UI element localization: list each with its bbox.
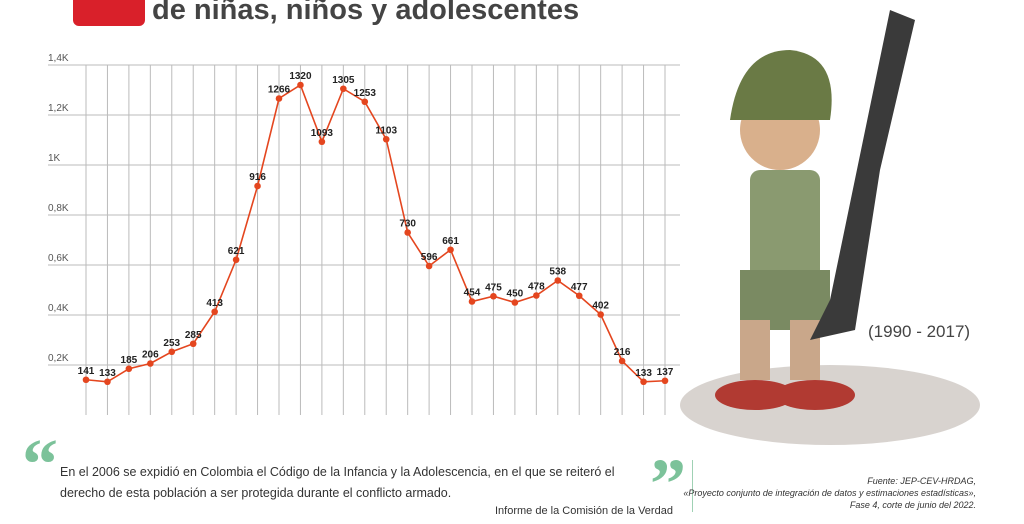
data-point bbox=[104, 378, 111, 385]
data-point bbox=[597, 311, 604, 318]
data-point bbox=[640, 378, 647, 385]
data-point bbox=[533, 292, 540, 299]
data-point bbox=[576, 292, 583, 299]
data-point bbox=[426, 263, 433, 270]
source-line: Fuente: JEP-CEV-HRDAG, bbox=[683, 475, 976, 487]
y-tick-label: 0,8K bbox=[48, 203, 69, 214]
data-point bbox=[554, 277, 561, 284]
y-tick-label: 0,6K bbox=[48, 253, 69, 264]
open-quote-icon: “ bbox=[22, 428, 58, 500]
line-chart: 0,2K0,4K0,6K0,8K1K1,2K1,4K14119901331991… bbox=[0, 40, 690, 420]
data-point bbox=[126, 365, 133, 372]
data-label: 596 bbox=[421, 252, 438, 263]
y-tick-label: 0,2K bbox=[48, 353, 69, 364]
data-point bbox=[83, 376, 90, 383]
data-point bbox=[619, 358, 626, 365]
data-point bbox=[662, 377, 669, 384]
data-label: 1093 bbox=[311, 128, 334, 139]
quote-text: En el 2006 se expidió en Colombia el Cód… bbox=[60, 462, 660, 504]
data-point bbox=[340, 85, 347, 92]
data-label: 538 bbox=[549, 267, 566, 278]
data-label: 478 bbox=[528, 282, 545, 293]
data-label: 1103 bbox=[375, 125, 397, 136]
y-tick-label: 1K bbox=[48, 153, 61, 164]
data-label: 477 bbox=[571, 282, 588, 293]
data-point bbox=[276, 95, 283, 102]
data-label: 454 bbox=[464, 288, 481, 299]
data-label: 1320 bbox=[289, 71, 312, 82]
y-tick-label: 0,4K bbox=[48, 303, 69, 314]
data-label: 1305 bbox=[332, 75, 355, 86]
data-label: 141 bbox=[78, 366, 95, 377]
data-label: 253 bbox=[163, 338, 180, 349]
data-label: 730 bbox=[399, 219, 416, 230]
data-point bbox=[147, 360, 154, 367]
data-label: 285 bbox=[185, 330, 202, 341]
data-point bbox=[319, 138, 326, 145]
data-point bbox=[383, 136, 390, 143]
data-label: 916 bbox=[249, 172, 266, 183]
data-point bbox=[211, 308, 218, 315]
data-label: 185 bbox=[121, 355, 138, 366]
period-label: (1990 - 2017) bbox=[868, 322, 970, 342]
data-label: 1253 bbox=[354, 88, 377, 99]
data-label: 216 bbox=[614, 347, 631, 358]
data-point bbox=[404, 229, 411, 236]
data-label: 402 bbox=[592, 301, 609, 312]
data-point bbox=[254, 183, 261, 190]
y-tick-label: 1,4K bbox=[48, 53, 69, 64]
data-point bbox=[361, 98, 368, 105]
data-source: Fuente: JEP-CEV-HRDAG, «Proyecto conjunt… bbox=[683, 475, 976, 511]
data-point bbox=[512, 299, 519, 306]
data-point bbox=[447, 246, 454, 253]
data-label: 413 bbox=[206, 298, 223, 309]
data-label: 206 bbox=[142, 350, 159, 361]
chapter-badge bbox=[73, 0, 145, 26]
data-label: 450 bbox=[507, 289, 524, 300]
data-point bbox=[168, 348, 175, 355]
data-point bbox=[469, 298, 476, 305]
y-tick-label: 1,2K bbox=[48, 103, 69, 114]
source-line: Fase 4, corte de junio del 2022. bbox=[683, 499, 976, 511]
page-title: de niñas, niños y adolescentes bbox=[152, 0, 579, 27]
data-point bbox=[490, 293, 497, 300]
data-label: 621 bbox=[228, 246, 245, 257]
data-point bbox=[233, 256, 240, 263]
data-label: 133 bbox=[99, 368, 116, 379]
data-point bbox=[190, 340, 197, 347]
quote-source: Informe de la Comisión de la Verdad bbox=[495, 505, 673, 517]
data-label: 475 bbox=[485, 282, 502, 293]
data-label: 137 bbox=[657, 367, 674, 378]
data-point bbox=[297, 82, 304, 89]
child-soldier-illustration bbox=[680, 0, 980, 450]
data-label: 661 bbox=[442, 236, 459, 247]
data-label: 1266 bbox=[268, 85, 291, 96]
source-line: «Proyecto conjunto de integración de dat… bbox=[683, 487, 976, 499]
data-label: 133 bbox=[635, 368, 652, 379]
